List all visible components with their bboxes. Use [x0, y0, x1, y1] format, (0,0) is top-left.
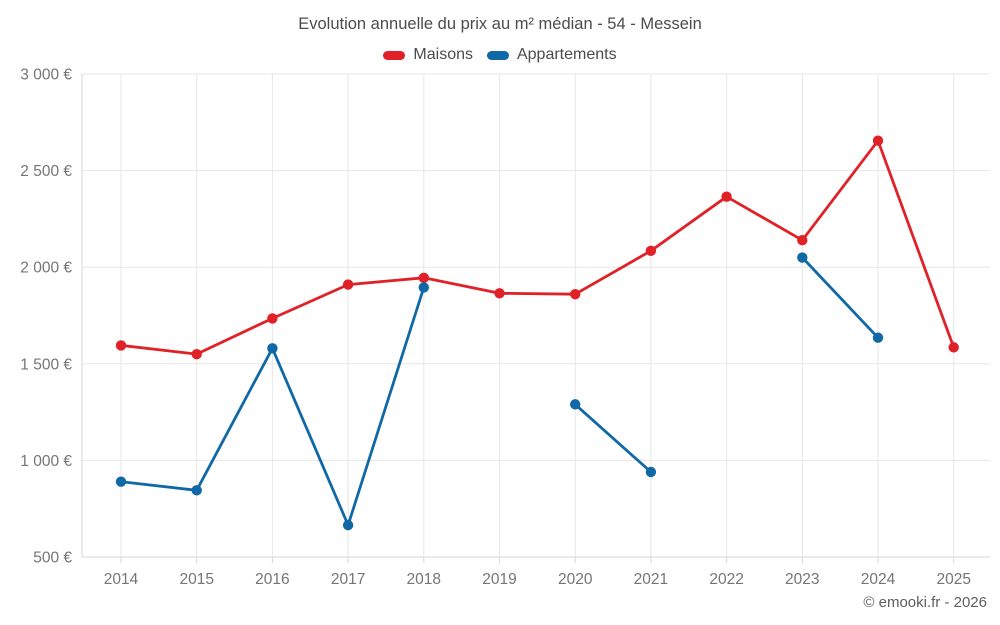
x-axis-label: 2022 [709, 571, 743, 588]
x-axis-label: 2015 [179, 571, 213, 588]
y-axis-label: 2 000 € [20, 260, 72, 277]
data-point-appartements-2017[interactable] [342, 519, 354, 531]
y-axis-label: 1 500 € [20, 356, 72, 373]
legend-label-maisons: Maisons [413, 46, 473, 63]
data-point-appartements-2023[interactable] [797, 252, 808, 263]
legend-item-appartements[interactable]: Appartements [486, 46, 617, 64]
data-point-maisons-2019[interactable] [494, 288, 505, 299]
data-point-maisons-2022[interactable] [721, 191, 732, 202]
legend-label-appartements: Appartements [516, 46, 617, 63]
x-axis-label: 2017 [331, 571, 365, 588]
x-axis-label: 2023 [785, 571, 819, 588]
x-axis-label: 2014 [104, 571, 139, 588]
data-point-maisons-2016[interactable] [267, 313, 278, 324]
legend-item-maisons[interactable]: Maisons [383, 46, 473, 64]
data-point-maisons-2017[interactable] [342, 279, 354, 290]
maisons-swatch-icon [383, 50, 406, 60]
x-axis-label: 2019 [482, 571, 516, 588]
data-point-appartements-2015[interactable] [191, 485, 202, 496]
data-point-maisons-2018[interactable] [418, 272, 429, 284]
data-point-maisons-2021[interactable] [645, 245, 657, 256]
y-axis-label: 500 € [33, 550, 72, 567]
y-axis-label: 1 000 € [20, 453, 72, 470]
x-axis-label: 2016 [255, 571, 289, 588]
data-point-maisons-2014[interactable] [115, 340, 127, 351]
x-axis-label: 2020 [558, 571, 593, 588]
legend: Maisons Appartements [0, 46, 1000, 64]
x-axis-label: 2018 [407, 571, 441, 588]
chart-title: Evolution annuelle du prix au m² médian … [298, 15, 702, 33]
x-axis-label: 2024 [861, 571, 896, 588]
data-point-maisons-2020[interactable] [570, 289, 581, 300]
data-point-appartements-2018[interactable] [418, 282, 429, 293]
data-point-maisons-2025[interactable] [948, 342, 959, 353]
data-point-appartements-2014[interactable] [115, 476, 127, 487]
data-point-appartements-2024[interactable] [872, 332, 884, 343]
appartements-swatch-icon [486, 50, 509, 60]
data-point-appartements-2020[interactable] [570, 399, 581, 410]
x-axis-label: 2025 [936, 571, 970, 588]
x-axis-label: 2021 [634, 571, 668, 588]
copyright: © emooki.fr - 2026 [863, 594, 987, 611]
y-axis-label: 2 500 € [20, 163, 72, 180]
y-axis-label: 3 000 € [20, 67, 72, 84]
data-point-appartements-2016[interactable] [267, 343, 278, 354]
line-series-maisons [119, 139, 956, 356]
data-point-maisons-2023[interactable] [797, 234, 808, 246]
data-point-appartements-2021[interactable] [645, 466, 657, 478]
data-point-maisons-2015[interactable] [191, 348, 202, 360]
data-point-maisons-2024[interactable] [872, 135, 884, 146]
